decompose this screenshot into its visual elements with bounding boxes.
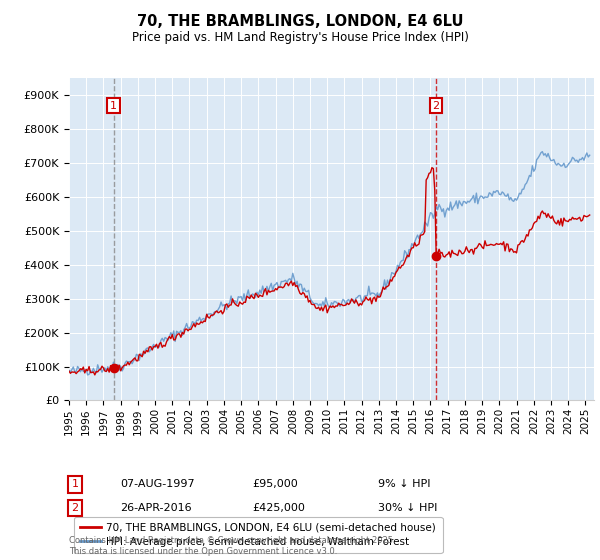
Text: 2: 2: [71, 503, 79, 513]
Text: 9% ↓ HPI: 9% ↓ HPI: [378, 479, 431, 489]
Text: 1: 1: [110, 100, 117, 110]
Text: 1: 1: [71, 479, 79, 489]
Text: 70, THE BRAMBLINGS, LONDON, E4 6LU: 70, THE BRAMBLINGS, LONDON, E4 6LU: [137, 14, 463, 29]
Text: 26-APR-2016: 26-APR-2016: [120, 503, 191, 513]
Text: 30% ↓ HPI: 30% ↓ HPI: [378, 503, 437, 513]
Text: Contains HM Land Registry data © Crown copyright and database right 2025.
This d: Contains HM Land Registry data © Crown c…: [69, 536, 395, 556]
Text: Price paid vs. HM Land Registry's House Price Index (HPI): Price paid vs. HM Land Registry's House …: [131, 31, 469, 44]
Text: £425,000: £425,000: [252, 503, 305, 513]
Text: £95,000: £95,000: [252, 479, 298, 489]
Text: 2: 2: [433, 100, 440, 110]
Legend: 70, THE BRAMBLINGS, LONDON, E4 6LU (semi-detached house), HPI: Average price, se: 70, THE BRAMBLINGS, LONDON, E4 6LU (semi…: [74, 517, 443, 553]
Text: 07-AUG-1997: 07-AUG-1997: [120, 479, 194, 489]
